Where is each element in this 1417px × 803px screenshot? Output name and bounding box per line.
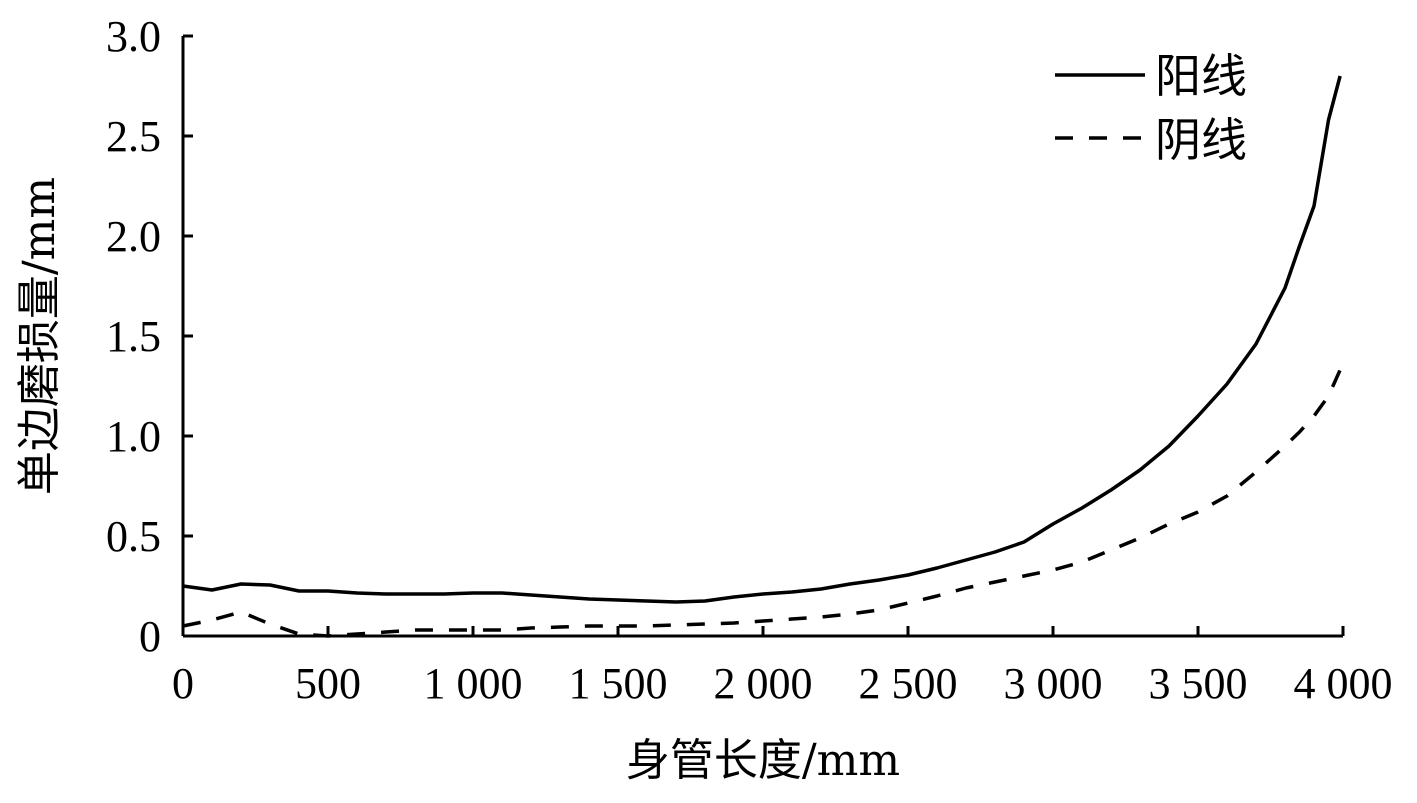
tick-labels: 0 0.5 1.0 1.5 2.0 2.5 3.0 0 500 1 000 1 500 2 000 2 … [106,12,1393,708]
y-tick-label: 0 [139,612,161,661]
x-tick-label: 0 [172,659,194,708]
axes [181,34,1345,638]
legend: 阳线 阴线 [1055,49,1247,167]
legend-label-dashed: 阴线 [1155,113,1247,167]
x-axis-title: 身管长度/mm [626,735,900,786]
x-tick-label: 3 500 [1149,659,1248,708]
x-tick-label: 1 000 [424,659,523,708]
y-axis-title: 单边磨损量/mm [14,177,65,495]
legend-label-solid: 阳线 [1155,49,1247,103]
y-tick-label: 2.0 [106,212,161,261]
x-tick-label: 2 000 [714,659,813,708]
series-layer [182,75,1342,638]
x-tick-label: 1 500 [569,659,668,708]
x-tick-label: 4 000 [1294,659,1393,708]
series-line-solid [182,75,1342,604]
x-tick-label: 2 500 [859,659,958,708]
x-tick-label: 500 [295,659,361,708]
y-tick-label: 2.5 [106,112,161,161]
series-line-dashed [182,369,1342,638]
y-tick-label: 1.5 [106,312,161,361]
y-tick-label: 0.5 [106,512,161,561]
x-tick-label: 3 000 [1004,659,1103,708]
y-tick-label: 3.0 [106,12,161,61]
y-tick-label: 1.0 [106,412,161,461]
